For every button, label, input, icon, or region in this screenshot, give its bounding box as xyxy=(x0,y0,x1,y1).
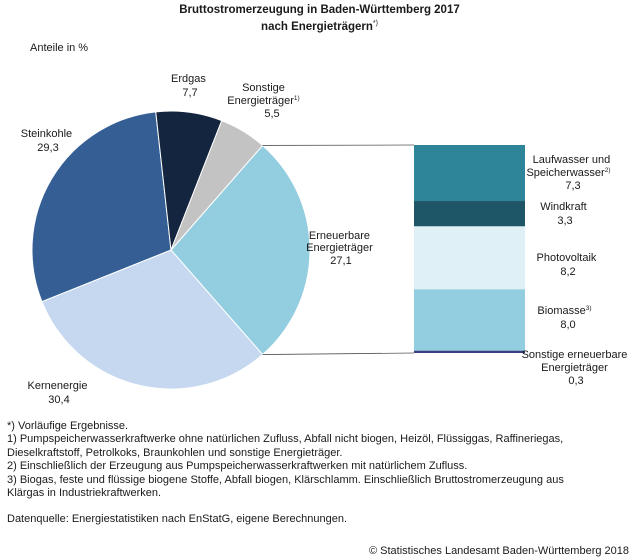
chart-title-marker: *) xyxy=(372,20,378,27)
segment-label-sonstige-ee: Sonstige erneuerbare Energieträger 0,3 xyxy=(522,349,631,387)
bar-segment-windkraft xyxy=(414,201,525,227)
data-source: Datenquelle: Energiestatistiken nach EnS… xyxy=(7,513,348,525)
slice-label-sonstige: Sonstige Energieträger1) 5,5 xyxy=(227,82,303,120)
copyright: © Statistisches Landesamt Baden-Württemb… xyxy=(368,545,629,557)
pie-slices xyxy=(31,110,311,390)
chart-title-line2-text: nach Energieträgern xyxy=(261,20,373,33)
bar-segment-biomasse xyxy=(414,289,525,351)
chart-title-line2: nach Energieträgern*) xyxy=(0,17,639,34)
pie-slice-steinkohle xyxy=(31,111,172,303)
slice-label-erdgas: Erdgas 7,7 xyxy=(171,73,209,99)
connector-line-bottom xyxy=(262,352,415,355)
segment-label-windkraft: Windkraft 3,3 xyxy=(540,201,590,227)
footnote-line: *) Vorläufige Ergebnisse. xyxy=(7,420,129,432)
segment-label-biomasse: Biomasse3) 8,0 xyxy=(537,301,594,331)
footnote-line: 3) Biogas, feste und flüssige biogene St… xyxy=(7,473,564,486)
footnotes: *) Vorläufige Ergebnisse. 1) Pumpspeiche… xyxy=(7,420,637,500)
segment-label-laufwasser: Laufwasser und Speicherwasser2) 7,3 xyxy=(526,154,613,192)
bar-segment-laufwasser-und-speicherwasser xyxy=(414,145,525,202)
footnote-line: Klärgas in Industriekraftwerken. xyxy=(7,487,162,500)
footnote-line: 1) Pumpspeicherwasserkraftwerke ohne nat… xyxy=(7,433,564,446)
chart-title-line1: Bruttostromerzeugung in Baden-Württember… xyxy=(179,4,460,16)
footnote-line: Dieselkraftstoff, Petrolkoks, Braunkohle… xyxy=(7,446,343,459)
slice-label-erneuerbare: Erneuerbare Energieträger 27,1 xyxy=(306,230,376,267)
breakdown-bar xyxy=(414,145,525,353)
segment-label-photovoltaik: Photovoltaik 8,2 xyxy=(537,252,600,278)
pie-slice-erneuerbare-energietr-ger xyxy=(170,144,311,356)
bar-segment-sonstige-erneuerbare-energietr-ger xyxy=(414,350,525,353)
pie-of-bar-chart: Anteile in % Erneuerbare Energieträger 2… xyxy=(21,42,631,406)
bar-segment-photovoltaik xyxy=(414,226,525,290)
unit-label: Anteile in % xyxy=(30,42,88,54)
pie-slice-sonstige-energietr-ger xyxy=(170,119,264,251)
slice-label-steinkohle: Steinkohle 29,3 xyxy=(21,128,75,154)
chart-title: Bruttostromerzeugung in Baden-Württember… xyxy=(0,3,639,34)
footnote-line: 2) Einschließlich der Erzeugung aus Pump… xyxy=(7,460,468,473)
pie-slice-kernenergie xyxy=(41,249,264,390)
slice-label-kernenergie: Kernenergie 30,4 xyxy=(28,380,91,406)
connector-lines xyxy=(262,144,415,355)
